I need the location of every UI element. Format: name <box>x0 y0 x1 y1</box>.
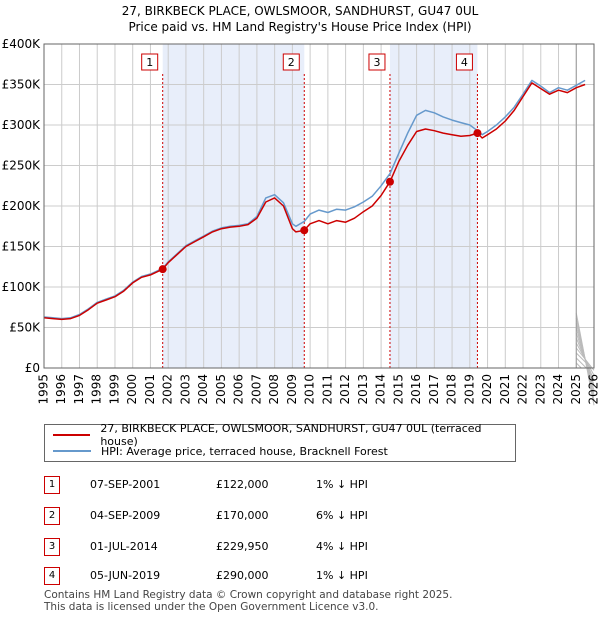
sale-marker <box>158 265 167 274</box>
transaction-date: 01-JUL-2014 <box>90 540 158 553</box>
transaction-price: £290,000 <box>216 569 269 582</box>
footer-copyright: Contains HM Land Registry data © Crown c… <box>44 589 453 601</box>
grid <box>43 43 595 369</box>
hatch-line <box>575 362 582 369</box>
x-tick-label: 2008 <box>267 374 281 405</box>
x-tick-label: 2013 <box>356 374 370 405</box>
sale-label-box <box>282 53 300 71</box>
x-tick-label: 2017 <box>427 374 441 405</box>
x-tick-label: 1996 <box>54 374 68 405</box>
y-tick-label: £250K <box>2 159 42 173</box>
x-tick-label: 2024 <box>551 374 565 405</box>
sale-marker <box>473 129 482 138</box>
x-tick-label: 2009 <box>285 374 299 405</box>
transaction-hpi: 1% ↓ HPI <box>316 569 368 582</box>
legend-entry-property: 27, BIRKBECK PLACE, OWLSMOOR, SANDHURST,… <box>53 422 515 448</box>
sale-label-box <box>141 53 159 71</box>
series-lines <box>43 79 586 321</box>
y-tick-label: £50K <box>9 321 41 335</box>
x-tick-label: 2018 <box>445 374 459 405</box>
x-tick-label: 2004 <box>196 374 210 405</box>
x-tick-label: 2025 <box>569 374 583 405</box>
transaction-number: 4 <box>44 567 60 585</box>
sale-label-text: 2 <box>288 56 295 69</box>
price-chart: 1 2 3 4 £0 £50K £100K £150K £200K £250K £300K £350… <box>2 37 600 406</box>
x-tick-label: 2015 <box>391 374 405 405</box>
legend-swatch-hpi <box>53 450 91 452</box>
legend: 27, BIRKBECK PLACE, OWLSMOOR, SANDHURST,… <box>44 422 516 462</box>
chart-title: 27, BIRKBECK PLACE, OWLSMOOR, SANDHURST,… <box>121 4 479 18</box>
transaction-price: £170,000 <box>216 509 269 522</box>
sale-vlines <box>162 74 478 368</box>
transaction-date: 04-SEP-2009 <box>90 509 161 522</box>
x-tick-label: 2007 <box>249 374 263 405</box>
y-tick-label: £400K <box>2 37 42 51</box>
x-tick-label: 2021 <box>498 374 512 405</box>
y-tick-label: £100K <box>2 280 42 294</box>
x-tick-label: 1997 <box>72 374 86 405</box>
x-tick-label: 2003 <box>178 374 192 405</box>
legend-label-property: 27, BIRKBECK PLACE, OWLSMOOR, SANDHURST,… <box>100 422 482 448</box>
x-tick-label: 2012 <box>338 374 352 405</box>
x-tick-label: 2006 <box>232 374 246 405</box>
hpi-line <box>43 79 586 320</box>
x-tick-label: 2010 <box>303 374 317 405</box>
y-tick-label: £150K <box>2 240 42 254</box>
hatch-line <box>575 312 595 406</box>
transaction-hpi: 1% ↓ HPI <box>316 478 368 491</box>
x-tick-label: 2020 <box>480 374 494 405</box>
y-tick-label: £200K <box>2 199 42 213</box>
transaction-number: 1 <box>44 476 60 494</box>
sale-marker <box>300 226 309 235</box>
transaction-number: 2 <box>44 507 60 525</box>
x-tick-label: 1998 <box>90 374 104 405</box>
x-tick-label: 2001 <box>143 374 157 405</box>
hatch-line <box>575 357 587 369</box>
sale-marker <box>385 177 394 186</box>
transaction-price: £122,000 <box>216 478 269 491</box>
chart-subtitle: Price paid vs. HM Land Registry's House … <box>128 20 472 34</box>
x-tick-label: 2002 <box>161 374 175 405</box>
y-tick-label: £300K <box>2 118 42 132</box>
sale-label-box <box>368 53 386 71</box>
sale-label-text: 3 <box>373 56 380 69</box>
transaction-date: 07-SEP-2001 <box>90 478 161 491</box>
x-tick-label: 2026 <box>587 374 600 405</box>
x-tick-label: 2014 <box>374 374 388 405</box>
x-tick-label: 2022 <box>516 374 530 405</box>
axes: £0 £50K £100K £150K £200K £250K £300K £350K £400… <box>2 37 600 405</box>
transaction-hpi: 4% ↓ HPI <box>316 540 368 553</box>
y-tick-label: £0 <box>25 361 40 375</box>
transaction-price: £229,950 <box>216 540 269 553</box>
sale-label-box <box>455 53 473 71</box>
legend-label-hpi: HPI: Average price, terraced house, Brac… <box>101 444 388 458</box>
x-tick-label: 2023 <box>533 374 547 405</box>
x-tick-label: 1999 <box>107 374 121 405</box>
transaction-number: 3 <box>44 538 60 556</box>
future-hatch <box>575 44 595 406</box>
y-tick-label: £350K <box>2 78 42 92</box>
transaction-date: 05-JUN-2019 <box>90 569 161 582</box>
sale-label-text: 4 <box>461 56 468 69</box>
footer-licence: This data is licensed under the Open Gov… <box>44 601 379 613</box>
plot-frame <box>43 43 595 369</box>
x-tick-label: 2016 <box>409 374 423 405</box>
sale-labels: 1 2 3 4 <box>141 53 473 71</box>
sale-label-text: 1 <box>146 56 153 69</box>
x-tick-label: 1995 <box>37 374 51 405</box>
legend-entry-hpi: HPI: Average price, terraced house, Brac… <box>53 443 388 459</box>
sale-markers <box>158 129 482 274</box>
property-price-line <box>43 82 586 321</box>
x-tick-label: 2005 <box>214 374 228 405</box>
x-tick-label: 2019 <box>462 374 476 405</box>
legend-swatch-property <box>53 434 91 436</box>
x-tick-label: 2011 <box>320 374 334 405</box>
x-tick-label: 2000 <box>125 374 139 405</box>
transaction-hpi: 6% ↓ HPI <box>316 509 368 522</box>
